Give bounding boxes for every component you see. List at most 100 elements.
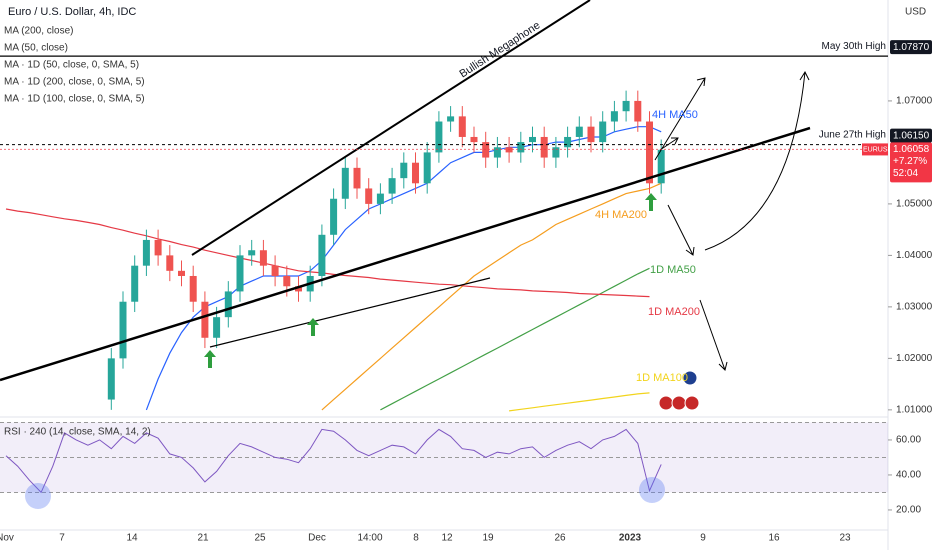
rsi-line (5, 428, 662, 494)
candle-body (575, 126, 583, 137)
candle-body (236, 255, 244, 292)
x-tick-label: 25 (254, 533, 266, 544)
candle-body (131, 265, 139, 302)
up-arrow (645, 193, 657, 211)
event-icon (684, 395, 700, 411)
x-tick-label: 2023 (619, 533, 642, 544)
y-tick-label: 1.04000 (896, 250, 932, 261)
candle-body (622, 100, 630, 112)
highlight (25, 483, 51, 509)
indicator-label: MA · 1D (50, close, 0, SMA, 5) (4, 60, 139, 71)
event-icon (658, 395, 674, 411)
candle-body (248, 250, 256, 256)
candle-body (540, 136, 548, 158)
indicator-label: MA · 1D (200, close, 0, SMA, 5) (4, 77, 145, 88)
countdown: 52:04 (893, 168, 918, 179)
ma-label: 1D MA200 (648, 306, 700, 318)
ma-label: 4H MA200 (595, 209, 647, 221)
x-tick-label: 21 (197, 533, 209, 544)
up-arrow (307, 318, 319, 336)
candle-body (529, 136, 536, 143)
y-tick-label: 1.07000 (896, 96, 932, 107)
candle-body (517, 142, 525, 153)
last-price: 1.06058 (893, 144, 930, 155)
candle-body (376, 193, 384, 204)
candle-body (564, 136, 572, 148)
title: Euro / U.S. Dollar, 4h, IDC (8, 6, 136, 18)
arrow (699, 299, 728, 371)
candle-body (295, 286, 302, 292)
price-box-label: 1.07870 (893, 42, 930, 53)
x-tick-label: 8 (413, 533, 419, 544)
trend-line (191, 0, 591, 256)
ma-line (5, 208, 650, 298)
arrow (667, 204, 695, 256)
candle-body (423, 152, 431, 184)
y-tick-label: 60.00 (896, 435, 921, 446)
arrow (659, 137, 679, 151)
x-tick-label: 14:00 (357, 533, 382, 544)
ma-line (145, 126, 662, 411)
candle-body (458, 116, 466, 137)
symbol: EURUSD (863, 146, 893, 153)
candle-body (610, 111, 618, 122)
indicator-label: MA · 1D (100, close, 0, SMA, 5) (4, 94, 145, 105)
candle-body (493, 147, 501, 158)
candle-body (447, 116, 455, 122)
price-box (890, 40, 932, 55)
event-icon (671, 395, 687, 411)
candle-body (587, 126, 595, 143)
price-box-label: 1.06150 (893, 130, 930, 141)
x-tick-label: 23 (839, 533, 851, 544)
candle-body (341, 167, 349, 199)
markers (204, 193, 657, 368)
candle-body (201, 301, 209, 338)
x-tick-label: 19 (482, 533, 494, 544)
candle-body (657, 149, 665, 184)
y-tick-label: 1.01000 (896, 404, 932, 415)
event-icons (658, 370, 700, 411)
ma-line (380, 267, 650, 411)
candle-body (435, 121, 443, 153)
y-tick-label: 40.00 (896, 470, 921, 481)
x-tick-label: 7 (59, 533, 65, 544)
candle-body (224, 291, 232, 318)
ma-label: 4H MA50 (652, 109, 698, 121)
arrow (704, 70, 810, 251)
candle-body (646, 121, 653, 184)
arrow (654, 77, 706, 161)
candle-body (166, 255, 174, 271)
y-tick-label: 1.02000 (896, 353, 932, 364)
x-tick-label: 26 (554, 533, 566, 544)
candle-body (107, 358, 115, 400)
candle-body (388, 178, 396, 194)
trend-line (209, 277, 491, 348)
candle-body (400, 162, 408, 179)
indicator-label: MA (200, close) (4, 26, 73, 37)
event-icon (682, 370, 698, 386)
price-box (890, 128, 932, 143)
candle-body (365, 188, 373, 204)
y-tick-label: 1.05000 (896, 199, 932, 210)
change: +7.27% (893, 156, 927, 167)
price-pane (0, 0, 889, 550)
candle-body (599, 121, 607, 143)
candle-body (154, 239, 162, 256)
candle-body (470, 136, 478, 143)
level-name: June 27th High (819, 129, 886, 140)
candle-body (189, 275, 197, 302)
candle-body (259, 250, 267, 266)
ma-line (321, 182, 662, 411)
ma-label: 1D MA50 (650, 264, 696, 276)
candle-body (330, 198, 338, 235)
trend-line (0, 126, 811, 382)
level-name: May 30th High (822, 41, 886, 52)
x-tick-label: 14 (126, 533, 138, 544)
up-arrow (204, 350, 216, 368)
x-tick-label: Nov (0, 533, 14, 544)
y-tick-label: 1.03000 (896, 302, 932, 313)
candle-body (552, 147, 560, 158)
x-tick-label: 16 (768, 533, 780, 544)
last-price-box (862, 143, 888, 156)
